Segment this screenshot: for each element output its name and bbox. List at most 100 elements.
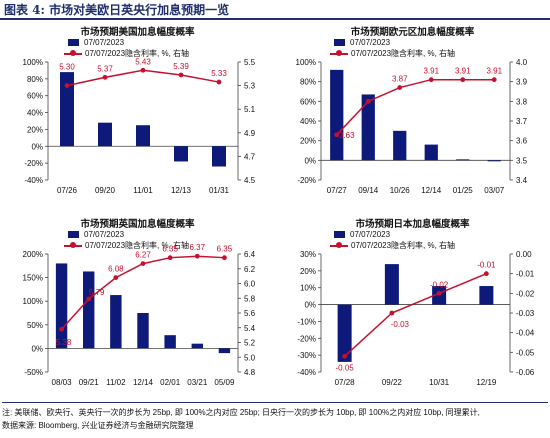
line-point xyxy=(428,77,434,83)
right-tick-label: 0.00 xyxy=(516,250,532,259)
left-tick-label: 0% xyxy=(304,156,316,165)
left-tick-label: 20% xyxy=(300,137,316,146)
data-label: 3.91 xyxy=(423,67,439,76)
right-tick-label: 5.8 xyxy=(244,294,256,303)
left-tick-label: 150% xyxy=(23,274,43,283)
chart-legend: 07/07/2023 07/07/2023隐含利率, %, 右轴 xyxy=(64,37,189,59)
legend-item-bar: 07/07/2023 xyxy=(330,229,455,240)
chart-title: 市场预期日本加息幅度概率 xyxy=(355,219,470,230)
left-tick-label: 0% xyxy=(304,301,316,310)
legend-line-label: 07/07/2023隐含利率, %, 右轴 xyxy=(85,49,190,58)
chart-plot: -50% 0% 50% 100% 150% 200% 4.8 5.0 5.2 5.4 5.6 5.8 6… xyxy=(23,243,256,387)
left-tick-label: -20% xyxy=(297,334,316,343)
x-tick-label: 07/26 xyxy=(57,186,78,195)
legend-item-bar: 07/07/2023 xyxy=(64,37,189,48)
bar xyxy=(83,271,95,349)
chart-plot: -20% 0% 20% 40% 60% 80% 100% 3.4 3.5 3.6 3.7 3.8 3.9… xyxy=(296,58,528,195)
right-tick-label: -0.02 xyxy=(516,289,535,298)
bar xyxy=(164,335,176,349)
legend-bar-label: 07/07/2023 xyxy=(84,230,125,239)
left-tick-label: 80% xyxy=(300,78,316,87)
series-line xyxy=(336,78,495,136)
right-tick-label: 5.6 xyxy=(244,309,256,318)
legend-bar-swatch xyxy=(68,231,79,238)
left-tick-label: 100% xyxy=(296,58,316,67)
right-tick-label: -0.03 xyxy=(516,309,535,318)
right-tick-label: -0.05 xyxy=(516,348,535,357)
left-tick-label: -30% xyxy=(297,351,316,360)
line-point xyxy=(59,326,64,332)
left-tick-label: 60% xyxy=(27,92,43,101)
left-tick-label: 0% xyxy=(31,142,43,151)
line-point xyxy=(436,290,442,296)
chart-legend: 07/07/2023 07/07/2023隐含利率, %, 右轴 xyxy=(64,229,189,251)
bar xyxy=(456,159,470,161)
x-tick-label: 09/21 xyxy=(79,378,100,387)
series-line xyxy=(344,272,487,357)
data-label: 6.37 xyxy=(189,243,205,252)
x-tick-label: 07/27 xyxy=(327,186,348,195)
bar xyxy=(424,144,438,161)
legend-line-swatch xyxy=(64,242,82,249)
right-tick-label: 5.5 xyxy=(244,58,256,67)
x-tick-label: 05/09 xyxy=(214,378,235,387)
line-point xyxy=(167,255,173,261)
legend-line-label: 07/07/2023隐含利率, %, 右轴 xyxy=(351,49,456,58)
legend-item-line: 07/07/2023隐含利率, %, 右轴 xyxy=(64,48,189,59)
legend-item-line: 07/07/2023隐含利率, %, 右轴 xyxy=(64,240,189,251)
left-tick-label: 30% xyxy=(300,250,316,259)
left-tick-label: -40% xyxy=(297,368,316,377)
chart-title: 市场预期美国加息幅度概率 xyxy=(80,27,195,38)
bar xyxy=(110,295,122,349)
legend-bar-label: 07/07/2023 xyxy=(350,230,391,239)
chart-title: 市场预期欧元区加息幅度概率 xyxy=(350,27,475,38)
right-tick-label: 4.0 xyxy=(516,58,528,67)
data-label: 3.63 xyxy=(339,131,355,140)
chart-plot: -40% -20% 0% 20% 40% 60% 80% 100% 4.5 4.7 4.9 5.1 5.… xyxy=(23,57,256,195)
x-tick-label: 07/28 xyxy=(335,378,356,387)
right-tick-label: 4.5 xyxy=(244,176,256,185)
legend-bar-swatch xyxy=(334,231,345,238)
left-tick-label: -50% xyxy=(24,368,43,377)
left-tick-label: 50% xyxy=(27,321,43,330)
right-tick-label: 5.3 xyxy=(244,82,256,91)
line-point xyxy=(222,255,227,261)
right-tick-label: 3.6 xyxy=(516,137,528,146)
left-tick-label: -40% xyxy=(24,176,43,185)
right-tick-label: 4.7 xyxy=(244,152,256,161)
data-label: 3.91 xyxy=(486,67,502,76)
bar xyxy=(218,348,231,354)
left-tick-label: -10% xyxy=(297,317,316,326)
x-tick-label: 12/19 xyxy=(476,378,497,387)
x-tick-label: 12/13 xyxy=(171,186,192,195)
x-tick-label: 09/20 xyxy=(95,186,116,195)
right-tick-label: 3.5 xyxy=(516,156,528,165)
chart-euro-area: 市场预期欧元区加息幅度概率 07/07/2023 07/07/2023隐含利率,… xyxy=(275,20,550,210)
line-point xyxy=(389,310,395,316)
data-label: 5.30 xyxy=(59,63,75,72)
right-tick-label: 3.8 xyxy=(516,97,528,106)
left-tick-label: -20% xyxy=(24,159,43,168)
x-tick-label: 11/01 xyxy=(133,186,153,195)
x-tick-label: 08/03 xyxy=(52,378,73,387)
left-tick-label: 20% xyxy=(27,125,43,134)
bar xyxy=(136,125,150,147)
x-tick-label: 03/21 xyxy=(187,378,208,387)
legend-line-swatch xyxy=(64,50,82,57)
left-tick-label: 20% xyxy=(300,267,316,276)
x-tick-label: 12/14 xyxy=(133,378,154,387)
legend-item-bar: 07/07/2023 xyxy=(64,229,189,240)
line-point xyxy=(64,83,70,88)
x-tick-label: 10/26 xyxy=(390,186,411,195)
line-point xyxy=(113,275,119,280)
bar xyxy=(330,69,344,161)
bar xyxy=(174,146,188,162)
chart-japan: 市场预期日本加息幅度概率 07/07/2023 07/07/2023隐含利率, … xyxy=(275,212,550,402)
legend-item-line: 07/07/2023隐含利率, %, 右轴 xyxy=(330,48,455,59)
right-tick-label: -0.06 xyxy=(516,368,535,377)
right-tick-label: 5.4 xyxy=(244,324,256,333)
x-tick-label: 09/22 xyxy=(382,378,403,387)
line-point xyxy=(216,79,222,85)
line-point xyxy=(140,67,146,73)
right-tick-label: 5.1 xyxy=(244,105,256,114)
